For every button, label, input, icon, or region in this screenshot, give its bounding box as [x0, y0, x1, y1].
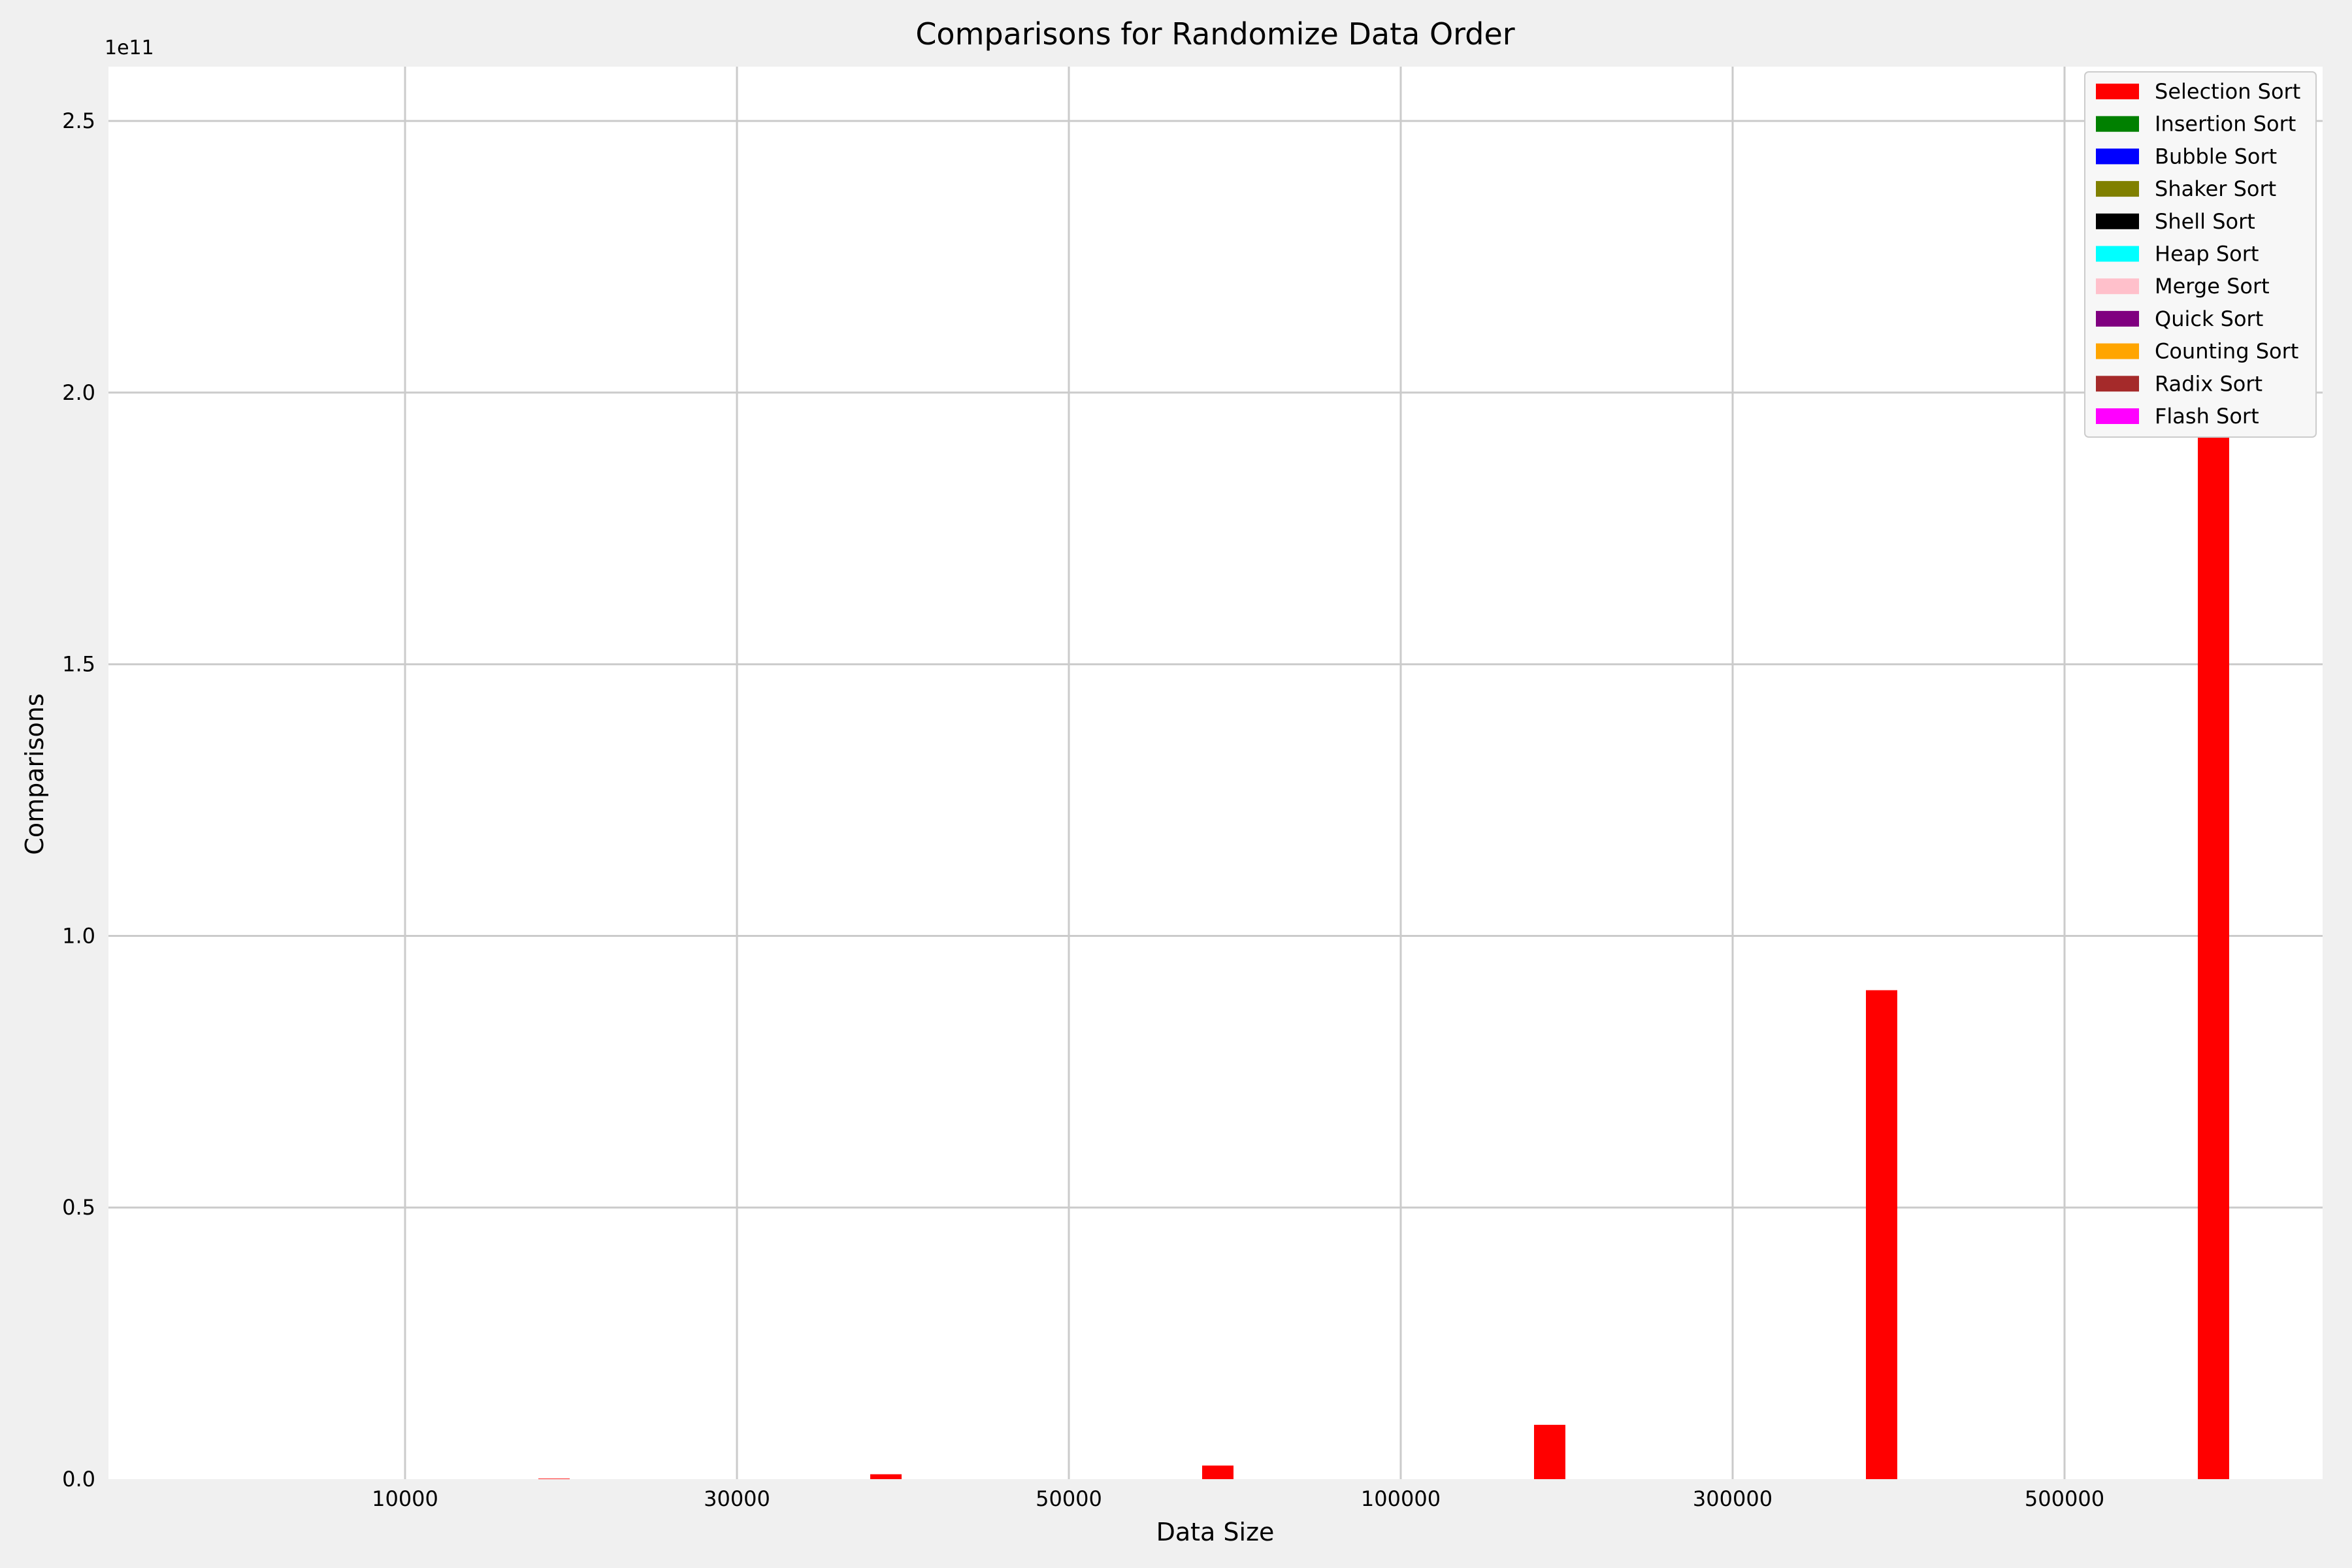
y-tick-label: 2.0	[62, 380, 95, 405]
legend-swatch	[2096, 148, 2139, 165]
legend-label: Quick Sort	[2155, 306, 2263, 331]
legend-label: Counting Sort	[2155, 339, 2298, 364]
legend-frame	[2084, 71, 2317, 438]
legend-label: Merge Sort	[2155, 274, 2270, 299]
legend-label: Insertion Sort	[2155, 112, 2296, 137]
legend-swatch	[2096, 343, 2139, 359]
y-axis-label: Comparisons	[20, 693, 49, 855]
legend-label: Shaker Sort	[2155, 176, 2276, 201]
bar	[1534, 1424, 1565, 1479]
legend-label: Selection Sort	[2155, 79, 2300, 104]
legend-label: Radix Sort	[2155, 371, 2262, 396]
legend: Selection Sort Insertion Sort Bubble Sort S…	[2084, 71, 2317, 438]
y-tick-labels: 0.0 0.5 1.0 1.5 2.0 2.5	[62, 108, 95, 1492]
legend-swatch	[2096, 116, 2139, 132]
y-tick-label: 1.5	[62, 652, 95, 677]
legend-label: Heap Sort	[2155, 242, 2259, 267]
x-tick-labels: 10000 30000 50000 100000 300000 500000	[372, 1486, 2104, 1511]
bar	[870, 1474, 902, 1479]
chart-title: Comparisons for Randomize Data Order	[915, 16, 1514, 52]
x-tick-label: 100000	[1361, 1486, 1441, 1511]
y-tick-label: 1.0	[62, 923, 95, 948]
legend-label: Bubble Sort	[2155, 144, 2277, 169]
y-offset-text: 1e11	[105, 37, 154, 59]
y-tick-label: 2.5	[62, 108, 95, 133]
plot-area	[108, 67, 2323, 1479]
x-tick-label: 50000	[1036, 1486, 1102, 1511]
legend-swatch	[2096, 246, 2139, 262]
bar	[538, 1478, 570, 1479]
x-tick-label: 300000	[1693, 1486, 1772, 1511]
x-tick-label: 10000	[372, 1486, 438, 1511]
legend-swatch	[2096, 181, 2139, 197]
x-axis-label: Data Size	[1156, 1518, 1275, 1546]
y-gridlines	[108, 120, 2323, 1209]
bar	[1866, 990, 1897, 1479]
legend-swatch	[2096, 213, 2139, 229]
legend-label: Flash Sort	[2155, 404, 2259, 429]
y-tick-label: 0.5	[62, 1195, 95, 1220]
x-tick-label: 500000	[2025, 1486, 2104, 1511]
legend-label: Shell Sort	[2155, 209, 2255, 234]
legend-swatch	[2096, 310, 2139, 327]
legend-swatch	[2096, 376, 2139, 392]
legend-swatch	[2096, 84, 2139, 99]
x-tick-label: 30000	[704, 1486, 770, 1511]
y-tick-label: 0.0	[62, 1467, 95, 1492]
legend-swatch	[2096, 278, 2139, 295]
x-gridlines	[404, 67, 2066, 1479]
bar	[1202, 1465, 1233, 1479]
legend-swatch	[2096, 408, 2139, 424]
